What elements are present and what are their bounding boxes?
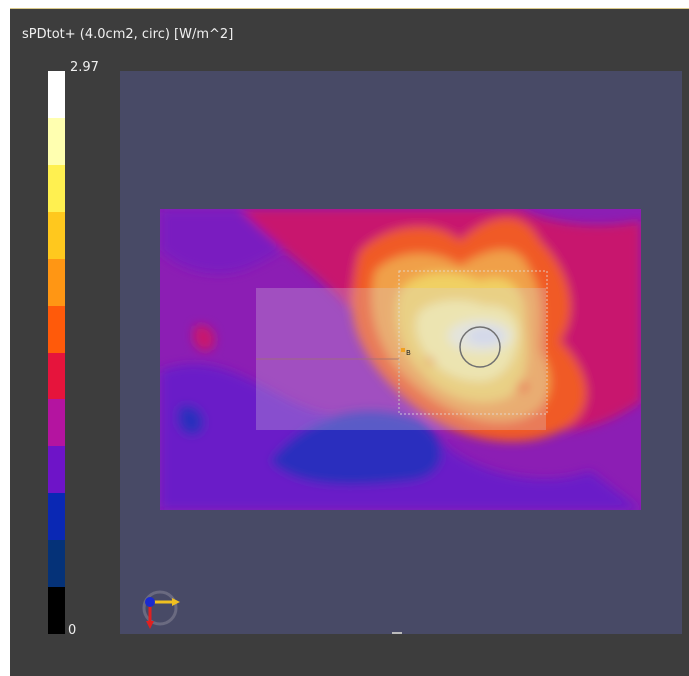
legend-title: sPDtot+ (4.0cm2, circ) [W/m^2] bbox=[22, 27, 234, 42]
color-scale-segment bbox=[48, 587, 65, 635]
color-scale-bar bbox=[48, 71, 65, 635]
y-axis-arrowhead bbox=[172, 598, 180, 606]
color-scale-segment bbox=[48, 164, 65, 212]
power-density-map bbox=[160, 209, 641, 510]
color-scale-segment bbox=[48, 71, 65, 118]
color-scale-segment bbox=[48, 399, 65, 447]
results-panel: sPDtot+ (4.0cm2, circ) [W/m^2] 2.97 0 bbox=[10, 8, 689, 676]
evaluation-region-box bbox=[398, 270, 548, 415]
field-distribution-view: B bbox=[142, 209, 641, 634]
color-scale-segment bbox=[48, 493, 65, 541]
scale-min-label: 0 bbox=[68, 623, 77, 638]
color-scale-segment bbox=[48, 117, 65, 165]
color-scale-segment bbox=[48, 352, 65, 400]
z-axis-arrowhead bbox=[146, 621, 154, 629]
color-scale-segment bbox=[48, 305, 65, 353]
bottom-edge-tick bbox=[392, 632, 402, 634]
reference-marker-label: B bbox=[406, 349, 411, 357]
color-scale-segment bbox=[48, 258, 65, 306]
reference-point-marker[interactable] bbox=[401, 348, 405, 352]
color-scale-segment bbox=[48, 211, 65, 259]
orientation-triad[interactable] bbox=[142, 590, 180, 629]
color-scale-segment bbox=[48, 446, 65, 494]
3d-viewport[interactable]: B bbox=[120, 71, 682, 634]
averaging-area-circle[interactable] bbox=[459, 326, 501, 368]
x-axis-arrow bbox=[145, 597, 155, 607]
rotation-ring bbox=[142, 590, 178, 626]
color-scale-segment bbox=[48, 540, 65, 588]
scale-max-label: 2.97 bbox=[70, 60, 99, 75]
